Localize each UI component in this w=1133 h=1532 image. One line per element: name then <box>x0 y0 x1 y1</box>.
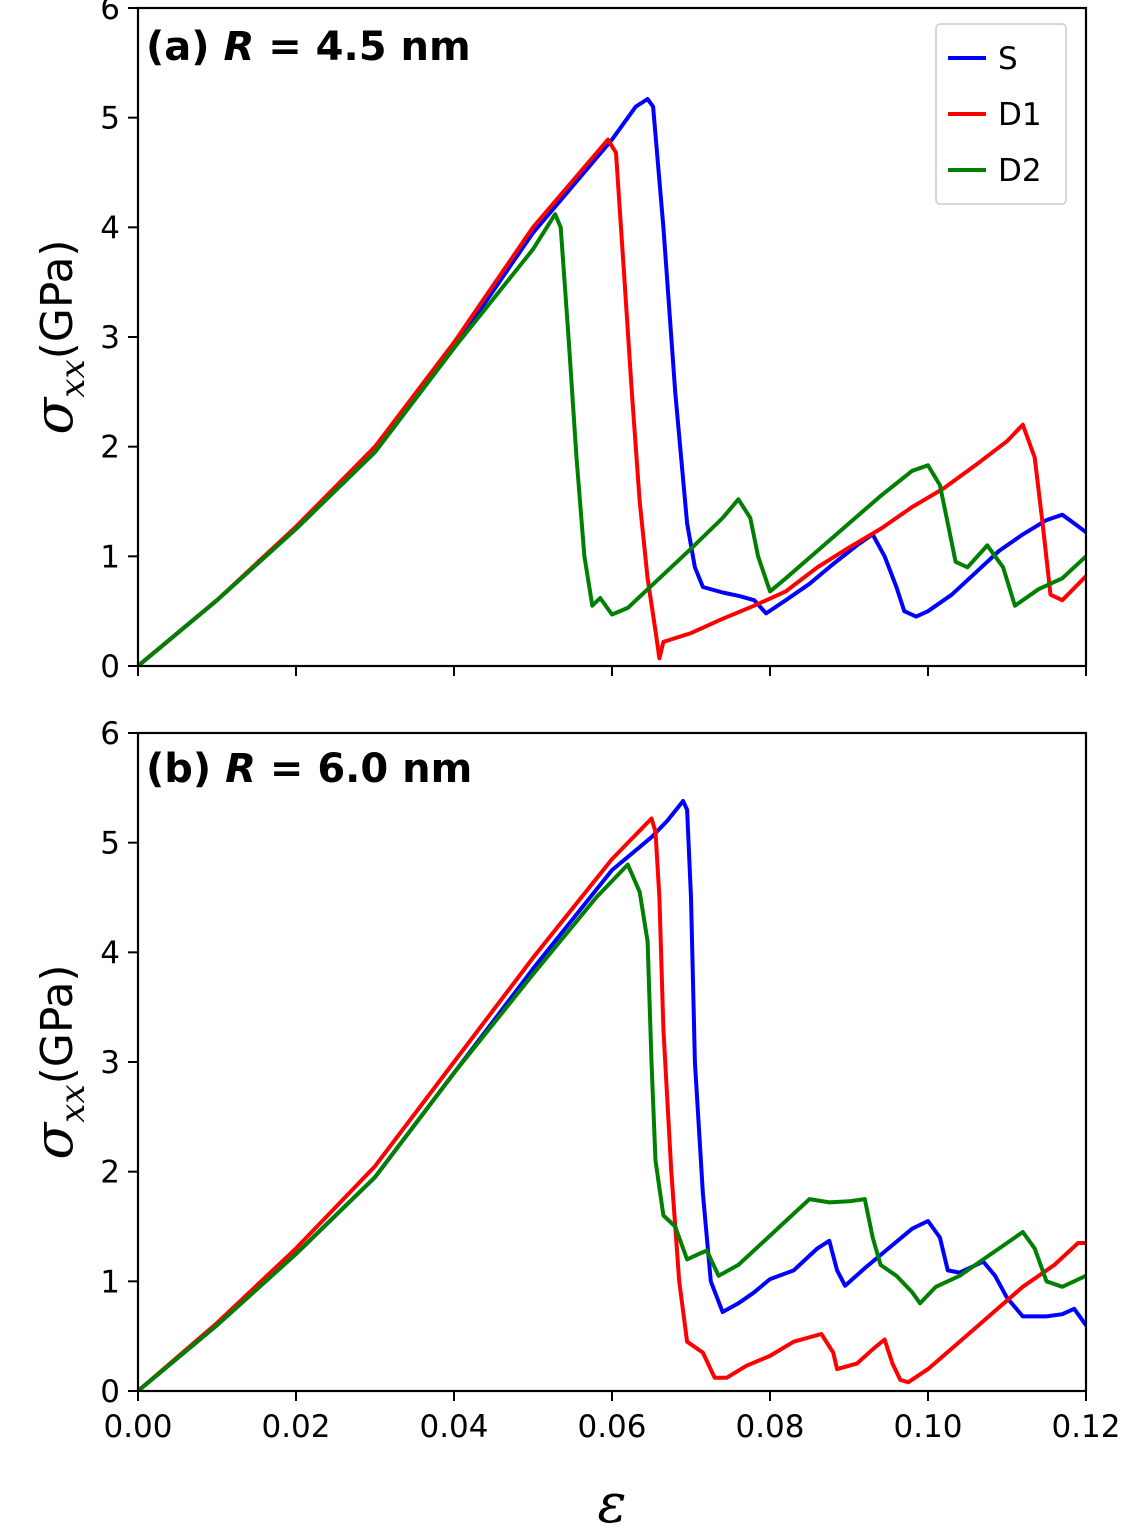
x-axis-label: ε <box>598 1472 627 1532</box>
panel-a-series <box>138 97 1086 666</box>
panel-a: 0 1 2 3 4 5 6 (a) R = 4.5 nm σxx(GPa) S D1 D2 <box>22 0 1088 685</box>
panel-a-y-tick-label: 1 <box>100 539 120 575</box>
panel-a-y-tick-label: 3 <box>100 320 120 356</box>
panel-b-y-tick-label: 0 <box>100 1374 120 1410</box>
legend-label-d1: D1 <box>998 97 1042 133</box>
panel-b-x-tick-label: 0.04 <box>419 1409 488 1445</box>
panel-b-y-tick-label: 2 <box>100 1155 120 1191</box>
panel-b-x-tick-label: 0.12 <box>1051 1409 1120 1445</box>
panel-a-series-d1 <box>138 137 1086 666</box>
panel-a-series-d2 <box>138 212 1086 666</box>
panel-b-series-d2 <box>138 862 1086 1391</box>
panel-a-y-tick-label: 5 <box>100 101 120 137</box>
panel-a-series-s <box>138 97 1086 666</box>
panel-a-y-tick-label: 6 <box>100 0 120 27</box>
legend-box <box>935 23 1067 205</box>
panel-b-title: (b) R = 6.0 nm <box>146 746 472 792</box>
panel-a-y-tick-label: 0 <box>100 649 120 685</box>
panel-a-y-tick-label: 2 <box>100 430 120 466</box>
panel-b-y-tick-label: 5 <box>100 826 120 862</box>
legend-label-d2: D2 <box>998 153 1042 189</box>
panel-b-x-ticks: 0.00 0.02 0.04 0.06 0.08 0.10 0.12 <box>103 1391 1121 1445</box>
panel-b-x-tick-label: 0.00 <box>103 1409 172 1445</box>
legend-label-s: S <box>998 41 1018 77</box>
panel-b-series-d1 <box>138 816 1086 1391</box>
panel-b-x-tick-label: 0.08 <box>735 1409 804 1445</box>
legend: S D1 D2 <box>935 23 1067 205</box>
panel-a-y-ticks: 0 1 2 3 4 5 6 <box>100 0 138 685</box>
panel-b-y-label: σxx(GPa) <box>22 964 93 1159</box>
panel-a-title: (a) R = 4.5 nm <box>146 24 471 70</box>
panel-b-y-tick-label: 4 <box>100 935 120 971</box>
panel-b-y-ticks: 0 1 2 3 4 5 6 <box>100 716 138 1410</box>
panel-b-y-tick-label: 3 <box>100 1045 120 1081</box>
panel-b-x-tick-label: 0.06 <box>577 1409 646 1445</box>
panel-b-x-tick-label: 0.10 <box>893 1409 962 1445</box>
panel-a-y-label: σxx(GPa) <box>22 239 93 434</box>
panel-b-x-tick-label: 0.02 <box>261 1409 330 1445</box>
panel-b-series-s <box>138 799 1086 1391</box>
panel-b-y-tick-label: 6 <box>100 716 120 752</box>
panel-a-y-tick-label: 4 <box>100 210 120 246</box>
panel-b-series <box>138 799 1086 1391</box>
panel-b-y-tick-label: 1 <box>100 1264 120 1300</box>
panel-a-x-ticks <box>137 666 1087 676</box>
panel-b: 0.00 0.02 0.04 0.06 0.08 0.10 0.12 0 1 2 3 4 5 6 (b)… <box>22 716 1121 1532</box>
